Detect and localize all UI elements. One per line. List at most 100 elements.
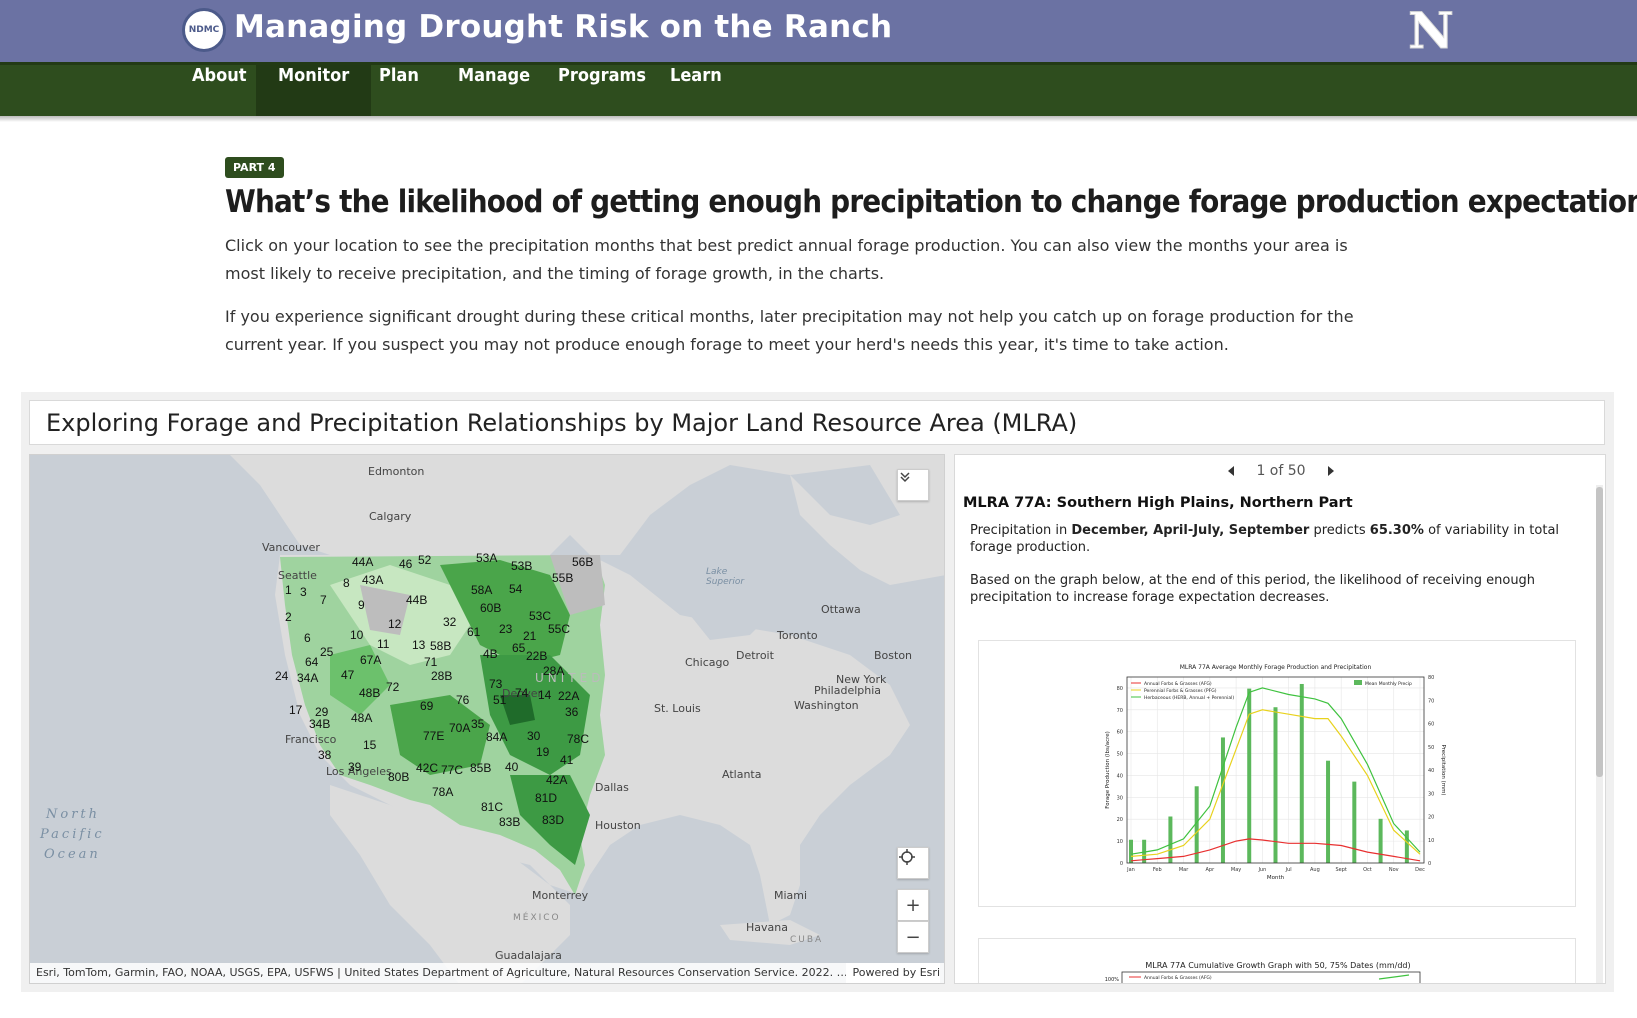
map-basemap[interactable] xyxy=(30,455,945,984)
mlra-label: 71 xyxy=(424,655,438,669)
app-title: Exploring Forage and Precipitation Relat… xyxy=(46,409,1078,437)
university-n-logo[interactable]: N xyxy=(1406,4,1456,56)
x-tick-label: Apr xyxy=(1205,867,1215,873)
critical-months: December, April-July, September xyxy=(1071,523,1310,538)
x-tick-label: Jul xyxy=(1285,867,1292,873)
mlra-label: 69 xyxy=(420,699,434,713)
cumulative-growth-chart[interactable]: MLRA 77A Cumulative Growth Graph with 50… xyxy=(978,938,1576,983)
ndmc-logo[interactable]: NDMC xyxy=(182,8,226,52)
mlra-selected xyxy=(500,695,535,725)
nav-programs[interactable]: Programs xyxy=(558,65,647,86)
x-tick-label: May xyxy=(1231,867,1241,873)
mlra-label: 4B xyxy=(483,647,498,661)
mlra-label: 41 xyxy=(560,753,574,767)
mlra-label: 64 xyxy=(305,655,319,669)
app-title-bar: Exploring Forage and Precipitation Relat… xyxy=(29,400,1605,445)
x-tick-label: Sept xyxy=(1335,867,1346,873)
x-tick-label: Aug xyxy=(1310,867,1320,873)
mlra-label: 53A xyxy=(476,551,498,565)
map-attribution[interactable]: Esri, TomTom, Garmin, FAO, NOAA, USGS, E… xyxy=(30,963,944,983)
next-feature-icon[interactable] xyxy=(1327,466,1334,476)
mlra-label: 80B xyxy=(388,770,410,784)
nav-shadow xyxy=(0,116,1637,122)
mlra-label: 22A xyxy=(558,689,580,703)
mlra-label: 81C xyxy=(481,800,504,814)
mlra-label: 32 xyxy=(443,615,457,629)
mlra-label: 77C xyxy=(441,763,464,777)
mlra-label: 29 xyxy=(315,705,329,719)
mlra-label: 54 xyxy=(509,582,523,596)
forage-precip-chart[interactable]: MLRA 77A Average Monthly Forage Producti… xyxy=(978,640,1576,907)
precip-bar xyxy=(1129,839,1133,863)
x-tick-label: Jun xyxy=(1257,867,1266,873)
nav-about[interactable]: About xyxy=(192,65,247,86)
mlra-label: 83D xyxy=(542,813,565,827)
legend-label: Herbaceous (HERB, Annual + Perennial) xyxy=(1144,695,1234,701)
y-tick-label: 60 xyxy=(1117,730,1123,736)
feature-popup: 1 of 50 MLRA 77A: Southern High Plains, … xyxy=(954,454,1606,984)
precip-summary: Precipitation in December, April-July, S… xyxy=(970,523,1560,555)
cuba-land xyxy=(720,920,820,945)
y-tick-label: 50 xyxy=(1117,752,1123,758)
lake-label: Lake Superior xyxy=(706,567,745,587)
x-tick-label: Mar xyxy=(1179,867,1189,873)
city-label: Denver xyxy=(502,687,543,700)
city-label: Toronto xyxy=(777,629,818,642)
nav-monitor[interactable]: Monitor xyxy=(256,65,372,116)
popup-scrollbar-thumb[interactable] xyxy=(1596,487,1603,777)
mlra-label: 44A xyxy=(352,555,374,569)
mlra-label: 51 xyxy=(493,693,507,707)
mlra-label: 55B xyxy=(552,571,574,585)
zoom-out-icon[interactable]: − xyxy=(897,921,929,953)
zoom-in-icon[interactable]: + xyxy=(897,889,929,921)
mlra-label: 77E xyxy=(423,729,445,743)
mlra-label: 60B xyxy=(480,601,502,615)
country-label: CUBA xyxy=(790,935,824,945)
variability-percent: 65.30% xyxy=(1369,523,1424,538)
mlra-label: 78A xyxy=(432,785,454,799)
mlra-label: 15 xyxy=(363,738,377,752)
mlra-label: 83B xyxy=(499,815,521,829)
y-tick-label: 20 xyxy=(1117,817,1123,823)
collapse-chevron-icon[interactable] xyxy=(897,469,929,501)
locate-icon[interactable] xyxy=(897,847,929,879)
y-tick-label: 10 xyxy=(1117,839,1123,845)
mlra-map[interactable]: Edmonton Calgary Vancouver Seattle Ottaw… xyxy=(29,454,945,984)
canada-land xyxy=(30,455,944,585)
mlra-label: 7 xyxy=(320,593,327,607)
legend-label: Perennial Forbs & Grasses (PFG) xyxy=(1144,688,1217,694)
city-label: New York xyxy=(836,673,887,686)
precip-bar xyxy=(1326,760,1331,863)
nav-learn[interactable]: Learn xyxy=(670,65,722,86)
x-tick-label: Oct xyxy=(1363,867,1372,873)
mlra-label: 28B xyxy=(431,669,453,683)
mlra-label: 73 xyxy=(489,677,503,691)
previous-feature-icon[interactable] xyxy=(1228,466,1235,476)
mlra-label: 58B xyxy=(430,639,452,653)
mlra-label: 28A xyxy=(543,664,565,678)
mlra-label: 81D xyxy=(535,791,558,805)
x-tick-label: Nov xyxy=(1389,867,1399,873)
chart2-tick: 100% xyxy=(1105,977,1120,983)
site-title[interactable]: Managing Drought Risk on the Ranch xyxy=(234,9,893,45)
mlra-label: 21 xyxy=(523,629,537,643)
mlra-central-plains xyxy=(480,655,590,775)
nav-plan[interactable]: Plan xyxy=(379,65,419,86)
powered-by-esri[interactable]: Powered by Esri xyxy=(846,963,940,983)
mlra-label: 1 xyxy=(285,583,292,597)
nav-manage[interactable]: Manage xyxy=(458,65,531,86)
mlra-label: 23 xyxy=(499,622,513,636)
mlra-label: 12 xyxy=(388,617,402,631)
mlra-label: 55C xyxy=(548,622,571,636)
country-label: UNITED xyxy=(535,671,605,685)
part-badge: PART 4 xyxy=(225,157,284,178)
precip-bar xyxy=(1352,781,1357,863)
x-tick-label: Jan xyxy=(1126,867,1135,873)
mlra-label: 22B xyxy=(526,649,548,663)
y2-tick-label: 60 xyxy=(1428,722,1434,728)
page-headline: What’s the likelihood of getting enough … xyxy=(225,184,1637,220)
mlra-label: 10 xyxy=(350,628,364,642)
mlra-label: 30 xyxy=(527,729,541,743)
mlra-label: 8 xyxy=(343,576,350,590)
mlra-label: 48A xyxy=(351,711,373,725)
